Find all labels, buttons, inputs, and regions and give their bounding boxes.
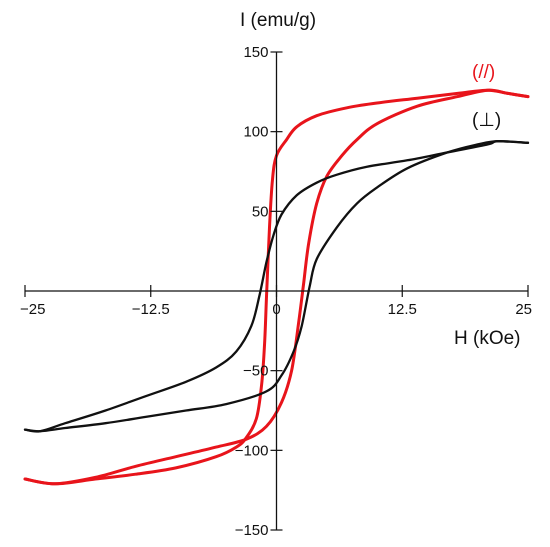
series-label-perpendicular: (⊥) (472, 110, 501, 131)
y-tick-label: 150 (243, 44, 268, 61)
series-parallel-lower-branch (23, 88, 530, 486)
x-tick-label: 0 (272, 301, 280, 318)
series-parallel-upper-branch (23, 88, 530, 486)
curves-layer (23, 88, 530, 486)
series-perpendicular-lower-branch (23, 140, 530, 433)
x-tick-label: −12.5 (132, 301, 170, 318)
series-perpendicular-upper-branch (23, 140, 530, 433)
x-tick-label: −25 (20, 301, 45, 318)
x-tick-label: 25 (515, 301, 532, 318)
y-tick-label: 100 (243, 124, 268, 141)
y-tick-label: 50 (252, 203, 269, 220)
x-axis-label: H (kOe) (454, 328, 521, 349)
axes-layer: −25 −12.5 0 12.5 25 150 100 50 −50 −100 −150 (20, 44, 532, 539)
y-tick-label: −100 (235, 442, 269, 459)
x-tick-label: 12.5 (388, 301, 417, 318)
labels-layer: I (emu/g) H (kOe) (//) (⊥) (240, 10, 521, 349)
y-axis-label: I (emu/g) (240, 10, 316, 31)
y-tick-label: −150 (235, 522, 269, 539)
series-label-parallel: (//) (472, 62, 495, 83)
y-tick-label: −50 (243, 363, 268, 380)
